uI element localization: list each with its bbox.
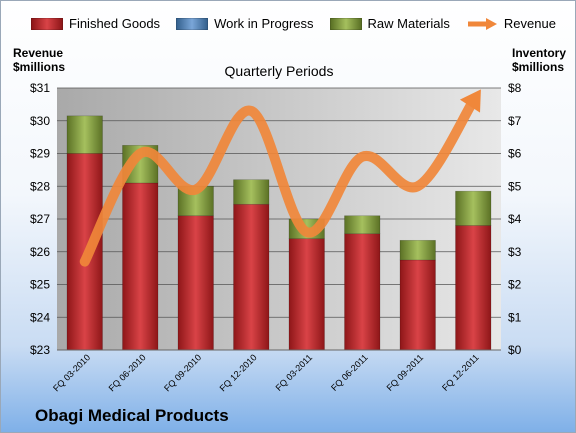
legend-label-raw-materials: Raw Materials bbox=[367, 16, 450, 31]
bar-finished-goods bbox=[344, 233, 381, 351]
bar-raw-materials bbox=[344, 215, 381, 235]
legend-label-finished-goods: Finished Goods bbox=[69, 16, 161, 31]
right-tick-label: $6 bbox=[508, 147, 522, 161]
legend-item-revenue: Revenue bbox=[466, 16, 556, 31]
legend-item-raw-materials: Raw Materials bbox=[329, 16, 450, 31]
left-tick-label: $24 bbox=[30, 310, 50, 324]
left-tick-label: $25 bbox=[30, 278, 50, 292]
revenue-line bbox=[79, 96, 479, 267]
legend-item-work-in-progress: Work in Progress bbox=[176, 16, 314, 31]
right-tick-label: $7 bbox=[508, 114, 522, 128]
revenue-arrowhead bbox=[459, 89, 481, 113]
x-tick-label: FQ 12-2010 bbox=[218, 352, 259, 393]
right-tick-label: $0 bbox=[508, 343, 522, 357]
left-tick-label: $29 bbox=[30, 147, 50, 161]
left-axis-title-line2: $millions bbox=[13, 60, 66, 74]
bar-raw-materials bbox=[66, 115, 103, 154]
right-axis-title-line2: $millions bbox=[512, 60, 565, 74]
legend-swatch-raw-materials bbox=[329, 17, 362, 30]
bar-finished-goods bbox=[288, 238, 325, 351]
x-tick-label: FQ 06-2011 bbox=[329, 352, 370, 393]
left-tick-label: $30 bbox=[30, 114, 50, 128]
x-tick-label: FQ 03-2010 bbox=[51, 352, 92, 393]
right-tick-label: $5 bbox=[508, 179, 522, 193]
bar-raw-materials bbox=[233, 179, 270, 205]
right-axis-title-line1: Inventory bbox=[512, 46, 567, 60]
left-axis-title: Revenue $millions bbox=[13, 46, 65, 74]
legend-label-work-in-progress: Work in Progress bbox=[214, 16, 314, 31]
bar-finished-goods bbox=[177, 215, 214, 351]
right-tick-label: $2 bbox=[508, 278, 522, 292]
right-axis-title: Inventory $millions bbox=[512, 46, 566, 74]
legend-arrow-icon bbox=[467, 17, 497, 30]
chart-legend: Finished Goods Work in Progress Raw Mate… bbox=[31, 16, 572, 31]
bar-finished-goods bbox=[122, 182, 159, 351]
company-name: Obagi Medical Products bbox=[35, 406, 229, 425]
x-tick-label: FQ 09-2010 bbox=[162, 352, 203, 393]
right-tick-label: $1 bbox=[508, 310, 522, 324]
right-tick-label: $4 bbox=[508, 212, 522, 226]
legend-swatch-work-in-progress bbox=[176, 17, 209, 30]
bar-raw-materials bbox=[455, 190, 492, 226]
x-tick-label: FQ 09-2011 bbox=[385, 352, 426, 393]
bar-finished-goods bbox=[455, 225, 492, 351]
legend-item-finished-goods: Finished Goods bbox=[31, 16, 160, 31]
left-tick-label: $23 bbox=[30, 343, 50, 357]
x-tick-label: FQ 06-2010 bbox=[107, 352, 148, 393]
right-tick-label: $8 bbox=[508, 81, 522, 95]
left-tick-label: $28 bbox=[30, 179, 50, 193]
bar-raw-materials bbox=[399, 239, 436, 261]
chart-title: Quarterly Periods bbox=[225, 63, 334, 79]
left-tick-label: $26 bbox=[30, 245, 50, 259]
left-tick-label: $31 bbox=[30, 81, 50, 95]
bar-finished-goods bbox=[399, 259, 436, 351]
x-tick-label: FQ 12-2011 bbox=[440, 352, 481, 393]
right-tick-label: $3 bbox=[508, 245, 522, 259]
legend-label-revenue: Revenue bbox=[503, 16, 556, 31]
left-tick-label: $27 bbox=[30, 212, 50, 226]
bar-finished-goods bbox=[233, 203, 270, 351]
left-axis-title-line1: Revenue bbox=[13, 46, 64, 60]
x-tick-label: FQ 03-2011 bbox=[274, 352, 315, 393]
legend-swatch-finished-goods bbox=[31, 17, 63, 30]
